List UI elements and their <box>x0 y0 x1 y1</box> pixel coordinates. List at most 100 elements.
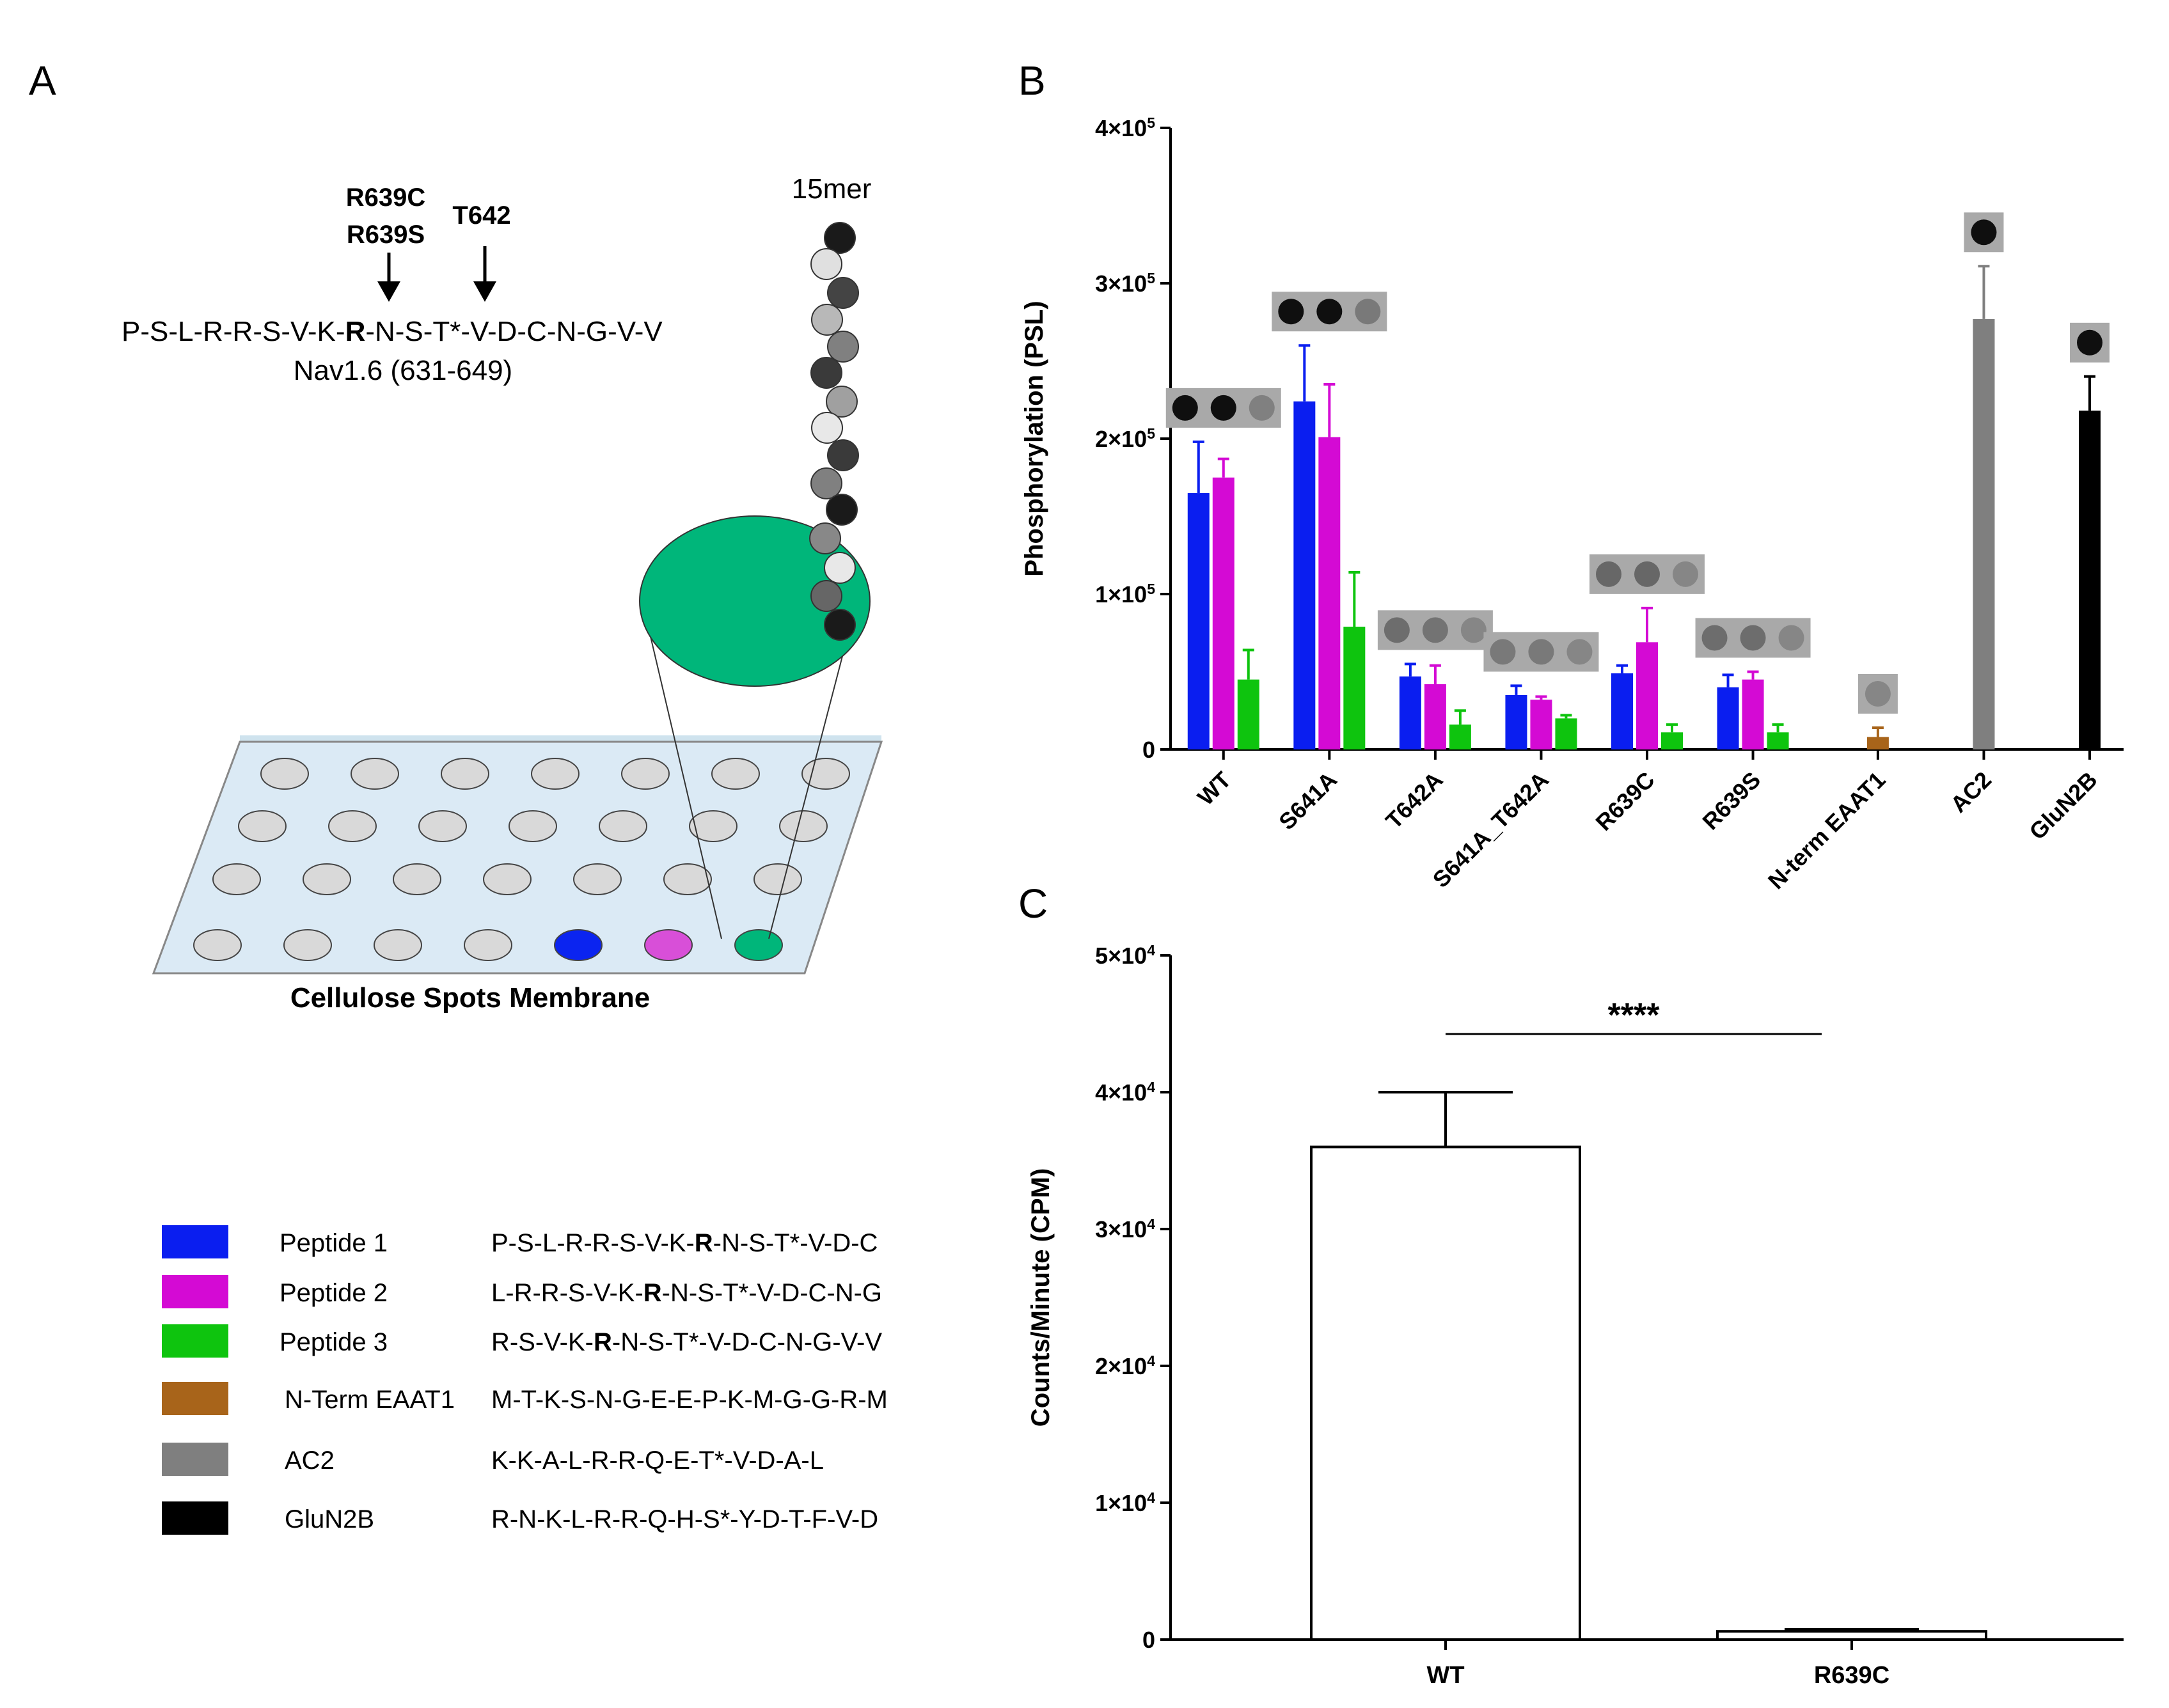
peptide-bead <box>811 412 843 444</box>
peptide-bead <box>809 522 841 554</box>
blot-spot <box>1384 617 1410 643</box>
x-tick-label: N-term EAAT1 <box>1763 767 1891 895</box>
peptide-bead <box>824 552 856 584</box>
bar <box>1505 694 1527 749</box>
peptide-bead <box>824 222 856 254</box>
site-label-t642: T642 <box>452 201 510 230</box>
blot-spot <box>1316 299 1343 325</box>
bar <box>1530 700 1552 749</box>
legend-name: N-Term EAAT1 <box>285 1386 455 1414</box>
bar <box>1717 687 1739 749</box>
y-axis-label: Counts/Minute (CPM) <box>1027 1168 1055 1427</box>
membrane-spot <box>393 863 441 895</box>
legend-name: GluN2B <box>285 1505 374 1533</box>
peptide-bead <box>810 357 842 389</box>
membrane-spot <box>441 758 489 790</box>
membrane-spot <box>734 929 783 961</box>
bar <box>1449 725 1471 749</box>
bar <box>1318 437 1341 749</box>
blot-spot <box>1528 639 1554 665</box>
mer-label: 15mer <box>792 173 872 205</box>
mutation-label-r639s: R639S <box>347 221 425 249</box>
blot-spot <box>1249 395 1275 421</box>
membrane-spot <box>351 758 399 790</box>
blot-spot <box>1971 219 1997 246</box>
bar <box>1767 732 1789 749</box>
y-tick-label: 3×105 <box>1095 270 1155 297</box>
zoom-line-left <box>644 611 722 939</box>
bar <box>1310 1145 1581 1641</box>
bar <box>1636 642 1658 749</box>
membrane-spot <box>753 863 802 895</box>
bar <box>1555 718 1577 749</box>
y-axis-label: Phosphorylation (PSL) <box>1020 301 1048 576</box>
peptide-bead <box>827 277 859 309</box>
membrane-spot <box>260 758 309 790</box>
blot-spot <box>1596 561 1621 587</box>
membrane-spot <box>531 758 580 790</box>
blot-spot <box>1740 625 1766 651</box>
y-tick-label: 2×105 <box>1095 425 1155 452</box>
x-tick-label: R639C <box>1590 767 1659 836</box>
peptide-bead <box>824 609 856 641</box>
legend-name: AC2 <box>285 1446 335 1475</box>
y-tick-label: 4×104 <box>1095 1079 1155 1106</box>
membrane-spot <box>621 758 670 790</box>
blot-spot <box>1278 299 1304 325</box>
blot-spot <box>1566 639 1593 665</box>
membrane-spot <box>374 929 422 961</box>
chart-c: 0 1×104 2×104 3×104 4×104 5×104 Counts/Minute … <box>1027 942 2124 1689</box>
membrane-spot <box>283 929 332 961</box>
legend-name: Peptide 1 <box>280 1229 388 1257</box>
zoom-line-right <box>768 611 855 939</box>
membrane-spot <box>464 929 512 961</box>
membrane-spot <box>663 863 712 895</box>
panel-label-a: A <box>29 58 56 104</box>
legend-sequence: M-T-K-S-N-G-E-E-P-K-M-G-G-R-M <box>491 1386 888 1414</box>
y-tick-label: 1×105 <box>1095 581 1155 607</box>
blot-spot <box>1172 395 1198 421</box>
membrane-spot <box>554 929 603 961</box>
membrane-spot <box>238 810 287 842</box>
peptide-bead <box>827 331 859 363</box>
legend-sequence: L-R-R-S-V-K-R-N-S-T*-V-D-C-N-G <box>491 1279 882 1307</box>
bar <box>1973 318 1995 749</box>
y-tick-label: 4×105 <box>1095 114 1155 141</box>
panel-label-c: C <box>1018 881 1048 927</box>
arrow-r639 <box>377 253 400 302</box>
blot-spot <box>1865 680 1891 707</box>
bar <box>1424 684 1446 749</box>
blot-spot <box>1634 561 1660 587</box>
mutation-label-r639c: R639C <box>346 184 426 212</box>
legend-sequence: K-K-A-L-R-R-Q-E-T*-V-D-A-L <box>491 1446 824 1475</box>
blot-spot <box>1778 625 1804 651</box>
bar <box>1212 477 1234 749</box>
legend-swatch <box>162 1275 228 1308</box>
bar <box>1187 493 1210 749</box>
membrane-spot <box>193 929 242 961</box>
legend-name: Peptide 2 <box>280 1279 388 1307</box>
peptide-bead <box>810 248 842 280</box>
panel-a: R639C R639S T642 P-S-L-R-R-S-V-K-R-N-S-T… <box>122 173 883 1014</box>
chart-b: 0 1×105 2×105 3×105 4×105 Phosphorylation (PS… <box>1020 114 2124 894</box>
blot-spot <box>1422 617 1448 643</box>
blot-spot <box>1701 625 1728 651</box>
membrane-spots <box>193 758 850 961</box>
legend-swatch <box>162 1324 228 1358</box>
peptide-bead <box>826 494 858 526</box>
y-tick-label: 1×104 <box>1095 1489 1155 1516</box>
x-tick-label: T642A <box>1380 767 1447 834</box>
x-tick-label: WT <box>1192 767 1236 811</box>
nav-range-label: Nav1.6 (631-649) <box>294 355 512 386</box>
peptide-bead <box>810 467 842 499</box>
y-tick-label: 3×104 <box>1095 1216 1155 1242</box>
legend-sequence: P-S-L-R-R-S-V-K-R-N-S-T*-V-D-C <box>491 1229 878 1257</box>
bar <box>1293 401 1316 749</box>
membrane-spot <box>711 758 760 790</box>
bar <box>1399 676 1421 749</box>
x-tick-label: R639C <box>1814 1662 1889 1689</box>
x-tick-label: R639S <box>1697 767 1765 835</box>
x-tick-label: S641A <box>1274 767 1342 835</box>
peptide-bead <box>827 439 859 471</box>
membrane-spot <box>599 810 647 842</box>
